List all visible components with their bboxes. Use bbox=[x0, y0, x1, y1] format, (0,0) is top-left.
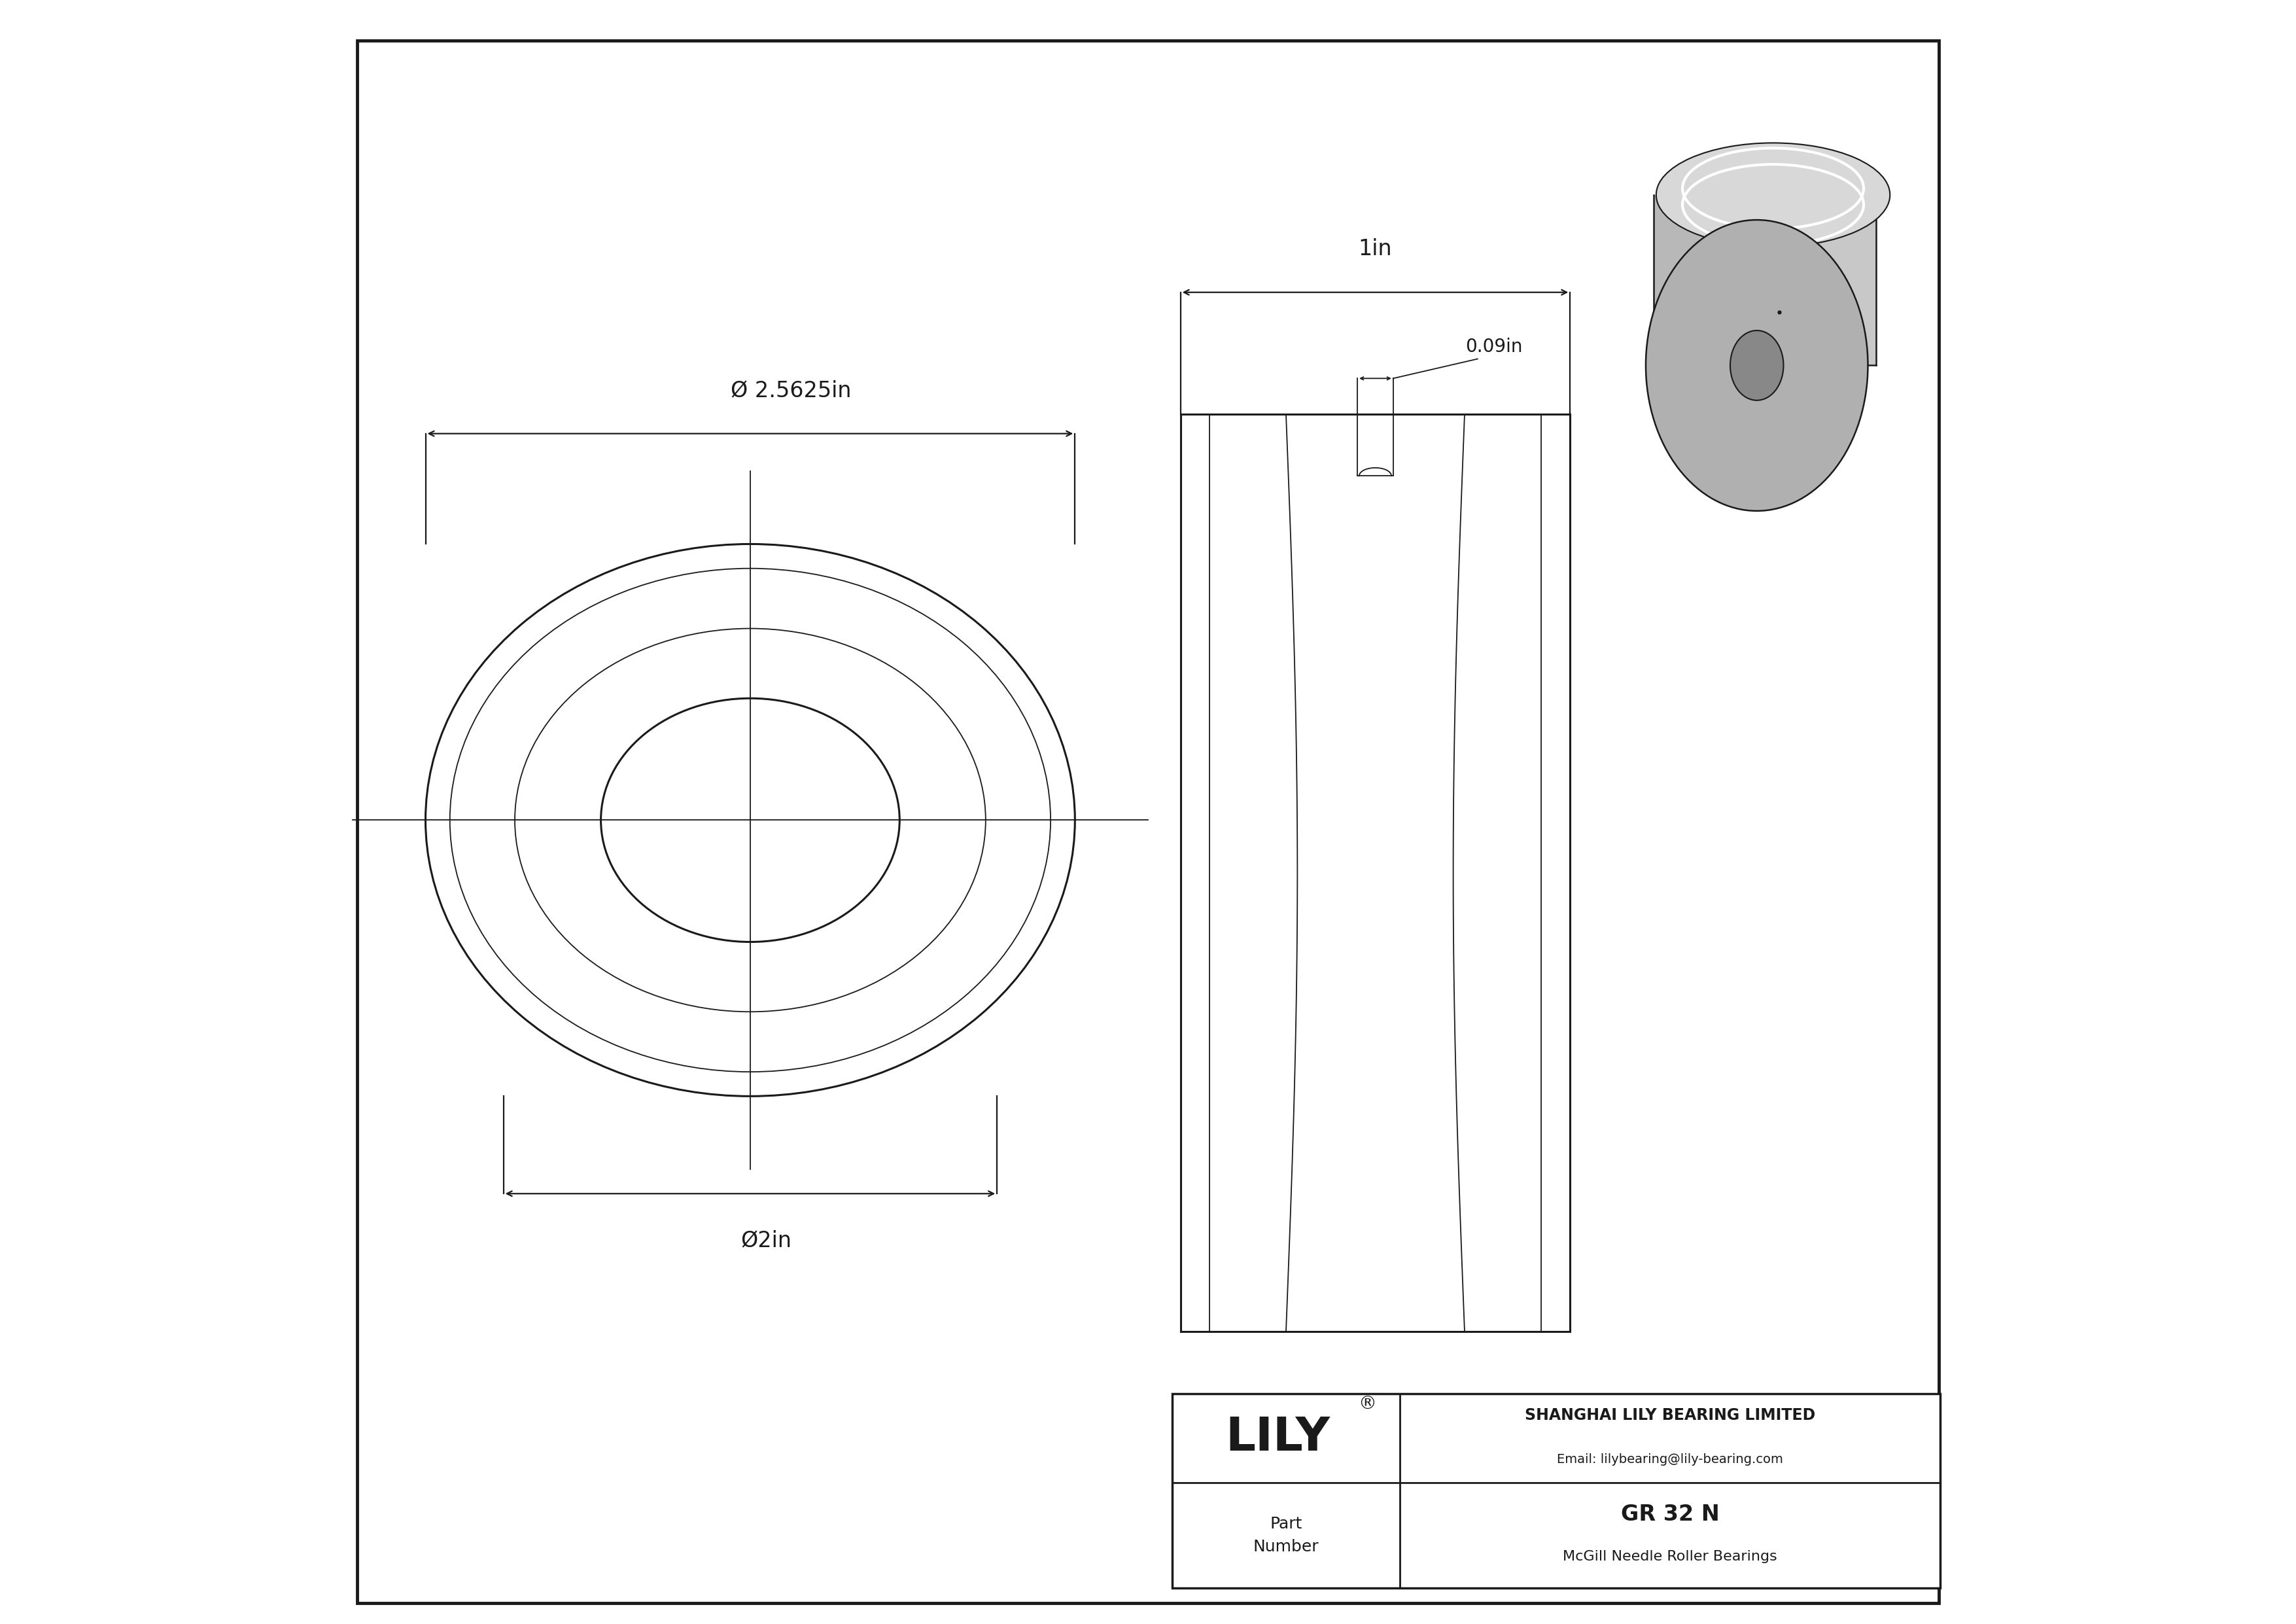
Ellipse shape bbox=[1655, 143, 1890, 247]
Text: Part
Number: Part Number bbox=[1254, 1517, 1318, 1554]
Text: Email: lilybearing@lily-bearing.com: Email: lilybearing@lily-bearing.com bbox=[1557, 1453, 1784, 1465]
Text: Ø 2.5625in: Ø 2.5625in bbox=[730, 380, 852, 401]
Polygon shape bbox=[1869, 195, 1876, 365]
Polygon shape bbox=[1173, 1393, 1940, 1588]
Ellipse shape bbox=[1646, 219, 1869, 512]
Text: McGill Needle Roller Bearings: McGill Needle Roller Bearings bbox=[1564, 1549, 1777, 1564]
Text: SHANGHAI LILY BEARING LIMITED: SHANGHAI LILY BEARING LIMITED bbox=[1525, 1408, 1816, 1423]
Text: 1in: 1in bbox=[1359, 239, 1391, 260]
Text: 0.09in: 0.09in bbox=[1465, 338, 1522, 356]
Text: Ø2in: Ø2in bbox=[742, 1229, 792, 1250]
Polygon shape bbox=[1653, 195, 1766, 365]
Text: ®: ® bbox=[1357, 1395, 1375, 1413]
Ellipse shape bbox=[1731, 330, 1784, 401]
Text: GR 32 N: GR 32 N bbox=[1621, 1504, 1720, 1525]
Text: LILY: LILY bbox=[1226, 1416, 1329, 1460]
Polygon shape bbox=[1766, 195, 1876, 365]
